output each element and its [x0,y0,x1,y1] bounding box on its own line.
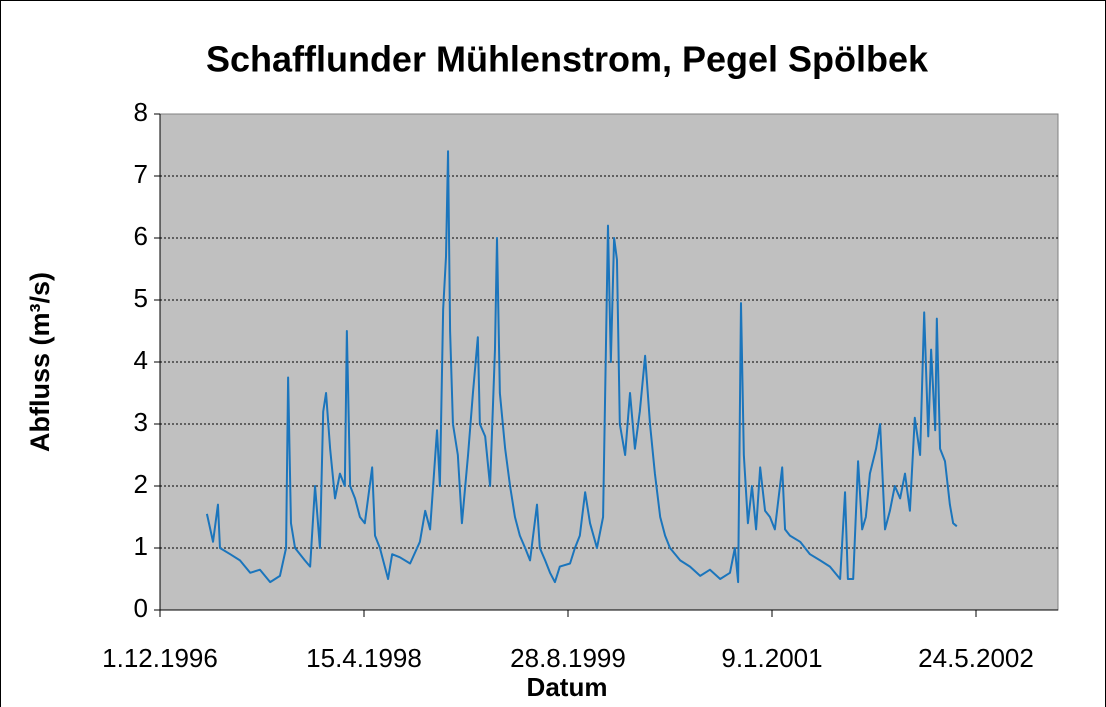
y-tick-label: 8 [134,97,148,127]
x-axis-label: Datum [527,672,608,702]
y-tick-label: 5 [134,283,148,313]
x-tick-label: 15.4.1998 [306,643,422,673]
data-line [205,150,958,584]
y-tick-label: 7 [134,159,148,189]
y-tick-label: 6 [134,221,148,251]
y-tick-label: 1 [134,531,148,561]
x-tick-label: 9.1.2001 [721,643,822,673]
chart-title: Schafflunder Mühlenstrom, Pegel Spölbek [206,39,929,80]
y-axis-label: Abfluss (m³/s) [25,272,55,452]
y-tick-label: 3 [134,407,148,437]
x-tick-label: 28.8.1999 [510,643,626,673]
y-tick-label: 2 [134,469,148,499]
y-tick-label: 4 [134,345,148,375]
x-tick-label: 24.5.2002 [918,643,1034,673]
y-tick-label: 0 [134,593,148,623]
x-tick-label: 1.12.1996 [102,643,218,673]
